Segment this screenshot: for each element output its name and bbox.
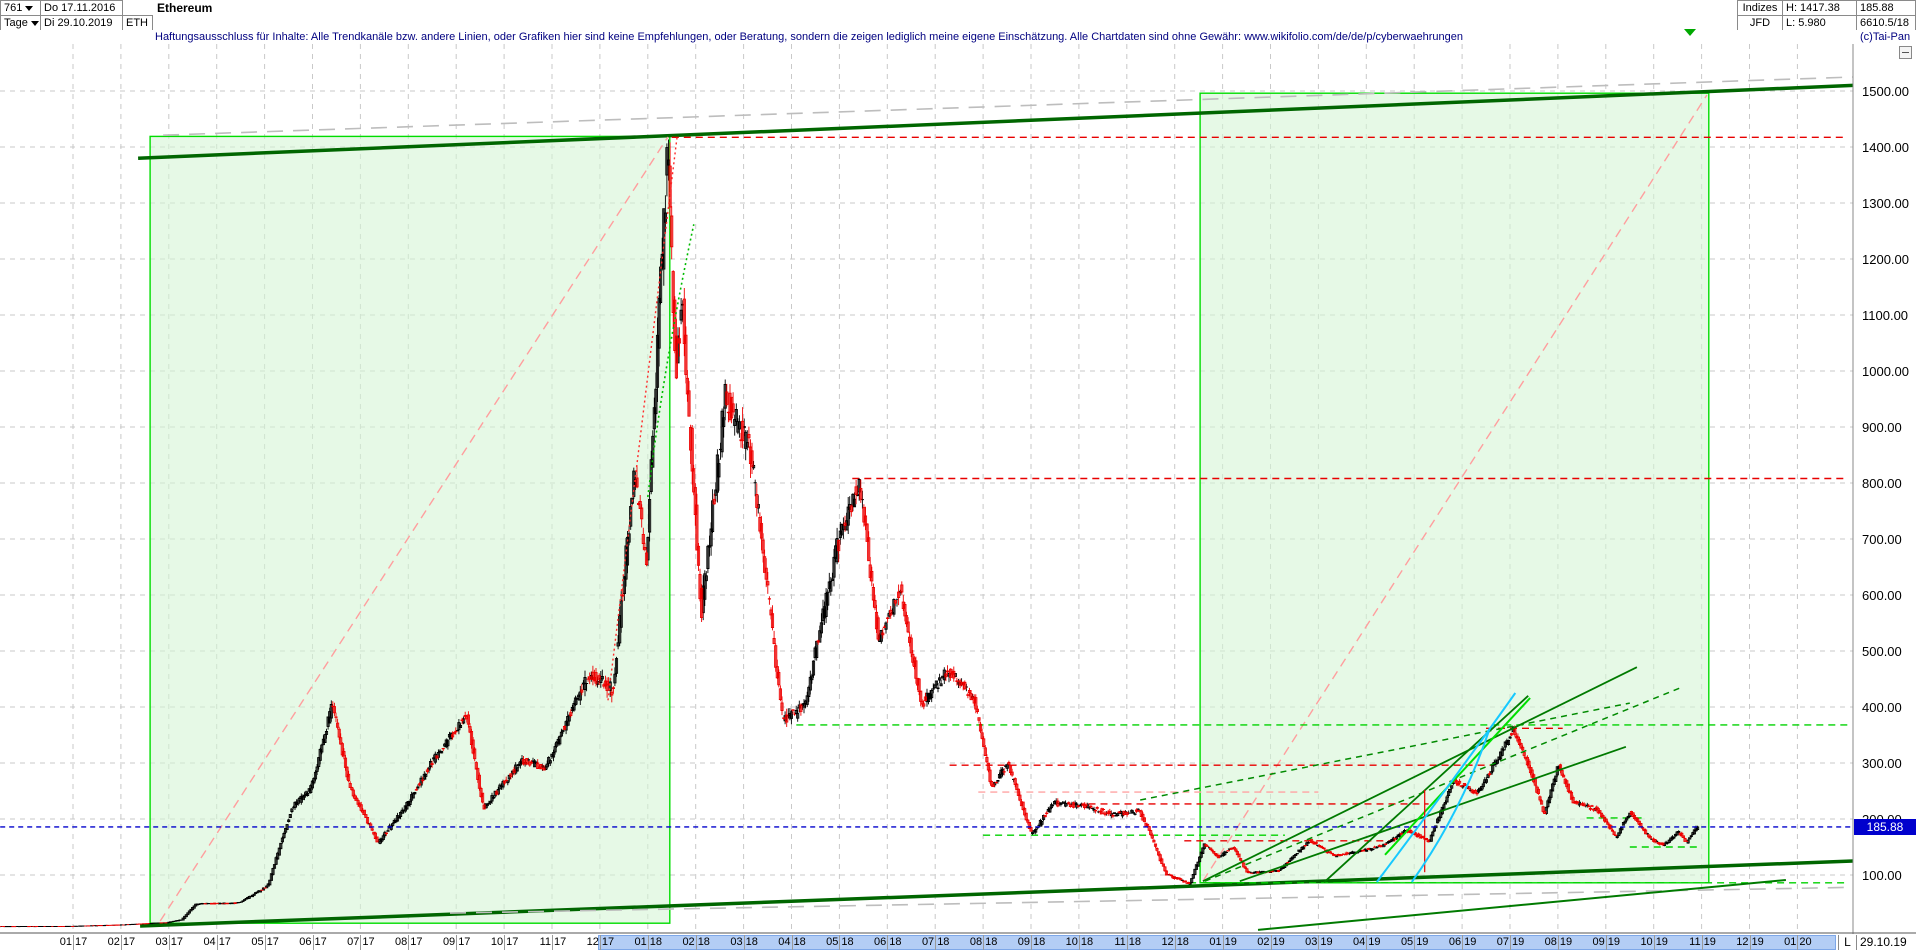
- y-axis-label: 300.00: [1862, 756, 1902, 771]
- index-group-cell: Indizes: [1737, 0, 1783, 16]
- period-high-cell: H: 1417.38: [1782, 0, 1857, 16]
- linked-cell[interactable]: L: [1838, 935, 1857, 950]
- y-axis-label: 1200.00: [1862, 252, 1909, 267]
- volume-cell: 6610.5/18: [1856, 15, 1916, 31]
- current-bar-marker-icon: [1684, 29, 1696, 36]
- y-axis-label: 400.00: [1862, 700, 1902, 715]
- bars-count-dropdown[interactable]: 761: [0, 0, 41, 16]
- date-to-field[interactable]: Di 29.10.2019: [40, 15, 123, 31]
- disclaimer-text: Haftungsausschluss für Inhalte: Alle Tre…: [155, 31, 1463, 43]
- bars-count-value: 761: [4, 2, 23, 14]
- chevron-down-icon: [25, 5, 34, 11]
- header-bar: 761 Do 17.11.2016 Tage Di 29.10.2019 ETH…: [0, 0, 1916, 31]
- period-low-cell: L: 5.980: [1782, 15, 1857, 31]
- period-dropdown[interactable]: Tage: [0, 15, 41, 31]
- last-price-badge: 185.88: [1854, 818, 1916, 835]
- y-axis-label: 700.00: [1862, 532, 1902, 547]
- symbol-field[interactable]: ETH: [122, 15, 153, 31]
- y-axis-label: 500.00: [1862, 644, 1902, 659]
- instrument-title: Ethereum: [157, 1, 213, 15]
- date-from-field[interactable]: Do 17.11.2016: [40, 0, 123, 16]
- feed-cell: JFD: [1737, 15, 1783, 31]
- last-price-cell: 185.88: [1856, 0, 1916, 16]
- y-axis-label: 1400.00: [1862, 140, 1909, 155]
- y-axis-label: 800.00: [1862, 476, 1902, 491]
- y-axis-label: 1100.00: [1862, 308, 1909, 323]
- y-axis-label: 1500.00: [1862, 84, 1909, 99]
- copyright-label: (c)Tai-Pan: [1860, 31, 1911, 43]
- y-axis-label: 900.00: [1862, 420, 1902, 435]
- disclaimer-bar: Haftungsausschluss für Inhalte: Alle Tre…: [0, 30, 1916, 44]
- last-date-label: 29.10.19: [1860, 935, 1907, 949]
- chevron-down-icon: [30, 20, 39, 26]
- x-axis: 01 17 02 17 03 17 04 17 05 17 06 17 07 17 08 17 09 17 10 17…: [0, 934, 1916, 952]
- y-axis-label: 100.00: [1862, 868, 1902, 883]
- selected-range-band[interactable]: [597, 935, 1836, 950]
- period-value: Tage: [4, 17, 28, 29]
- y-axis-label: 600.00: [1862, 588, 1902, 603]
- y-axis-label: 1300.00: [1862, 196, 1909, 211]
- collapse-pane-icon[interactable]: [1899, 46, 1912, 59]
- y-axis-label: 1000.00: [1862, 364, 1909, 379]
